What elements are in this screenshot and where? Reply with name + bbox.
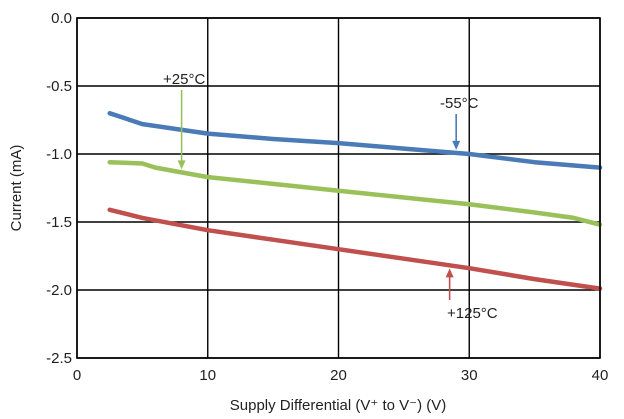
- x-axis-label: Supply Differential (V⁺ to V⁻) (V): [230, 397, 446, 414]
- x-tick-label: 30: [461, 367, 478, 384]
- x-tick-label: 40: [592, 367, 609, 384]
- y-axis-ticks: 0.0 -0.5 -1.0 -1.5 -2.0 -2.5: [46, 10, 72, 367]
- annotation-label: +125°C: [447, 305, 498, 322]
- y-tick-label: -1.5: [46, 214, 72, 231]
- y-tick-label: -1.0: [46, 146, 72, 163]
- annotation-arrowhead: [452, 140, 461, 150]
- x-tick-label: 20: [330, 367, 347, 384]
- y-tick-label: 0.0: [51, 10, 72, 27]
- y-tick-label: -2.0: [46, 282, 72, 299]
- annotation-label: +25°C: [163, 71, 205, 88]
- data-series: [107, 110, 603, 291]
- y-tick-label: -0.5: [46, 78, 72, 95]
- x-axis-ticks: 0 10 20 30 40: [73, 367, 609, 384]
- series-line-2: [107, 207, 603, 291]
- plot-area-frame: [76, 17, 601, 359]
- annotations: -55°C +25°C +125°C: [163, 71, 498, 322]
- y-axis-label: Current (mA): [8, 145, 25, 232]
- y-tick-label: -2.5: [46, 350, 72, 367]
- annotation-arrowhead: [445, 268, 454, 278]
- series-line-0: [107, 110, 603, 170]
- annotation-label: -55°C: [440, 95, 479, 112]
- x-tick-label: 10: [199, 367, 216, 384]
- series-line-1: [107, 159, 603, 227]
- annotation-arrowhead: [177, 160, 186, 170]
- x-tick-label: 0: [73, 367, 81, 384]
